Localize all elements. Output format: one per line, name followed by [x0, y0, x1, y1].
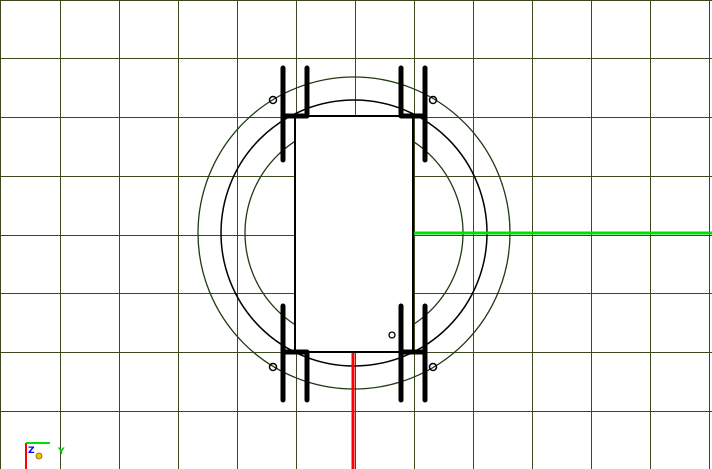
center-body[interactable] — [294, 115, 414, 353]
bolt-hole-icon — [268, 95, 278, 105]
bracket-bottom-left[interactable] — [268, 303, 310, 403]
gizmo-origin-marker — [35, 452, 43, 460]
bracket-top-right[interactable] — [398, 65, 438, 163]
axis-triad-icon: Z Y — [25, 442, 65, 469]
bolt-hole-icon — [428, 95, 438, 105]
bolt-hole-icon — [268, 362, 278, 372]
bracket-top-left[interactable] — [268, 65, 310, 163]
bolt-hole-icon — [428, 362, 438, 372]
bracket-bottom-right[interactable] — [398, 303, 438, 403]
gizmo-z-label: Z — [28, 446, 35, 456]
reference-point-icon — [388, 331, 396, 339]
gizmo-y-label: Y — [57, 447, 65, 457]
